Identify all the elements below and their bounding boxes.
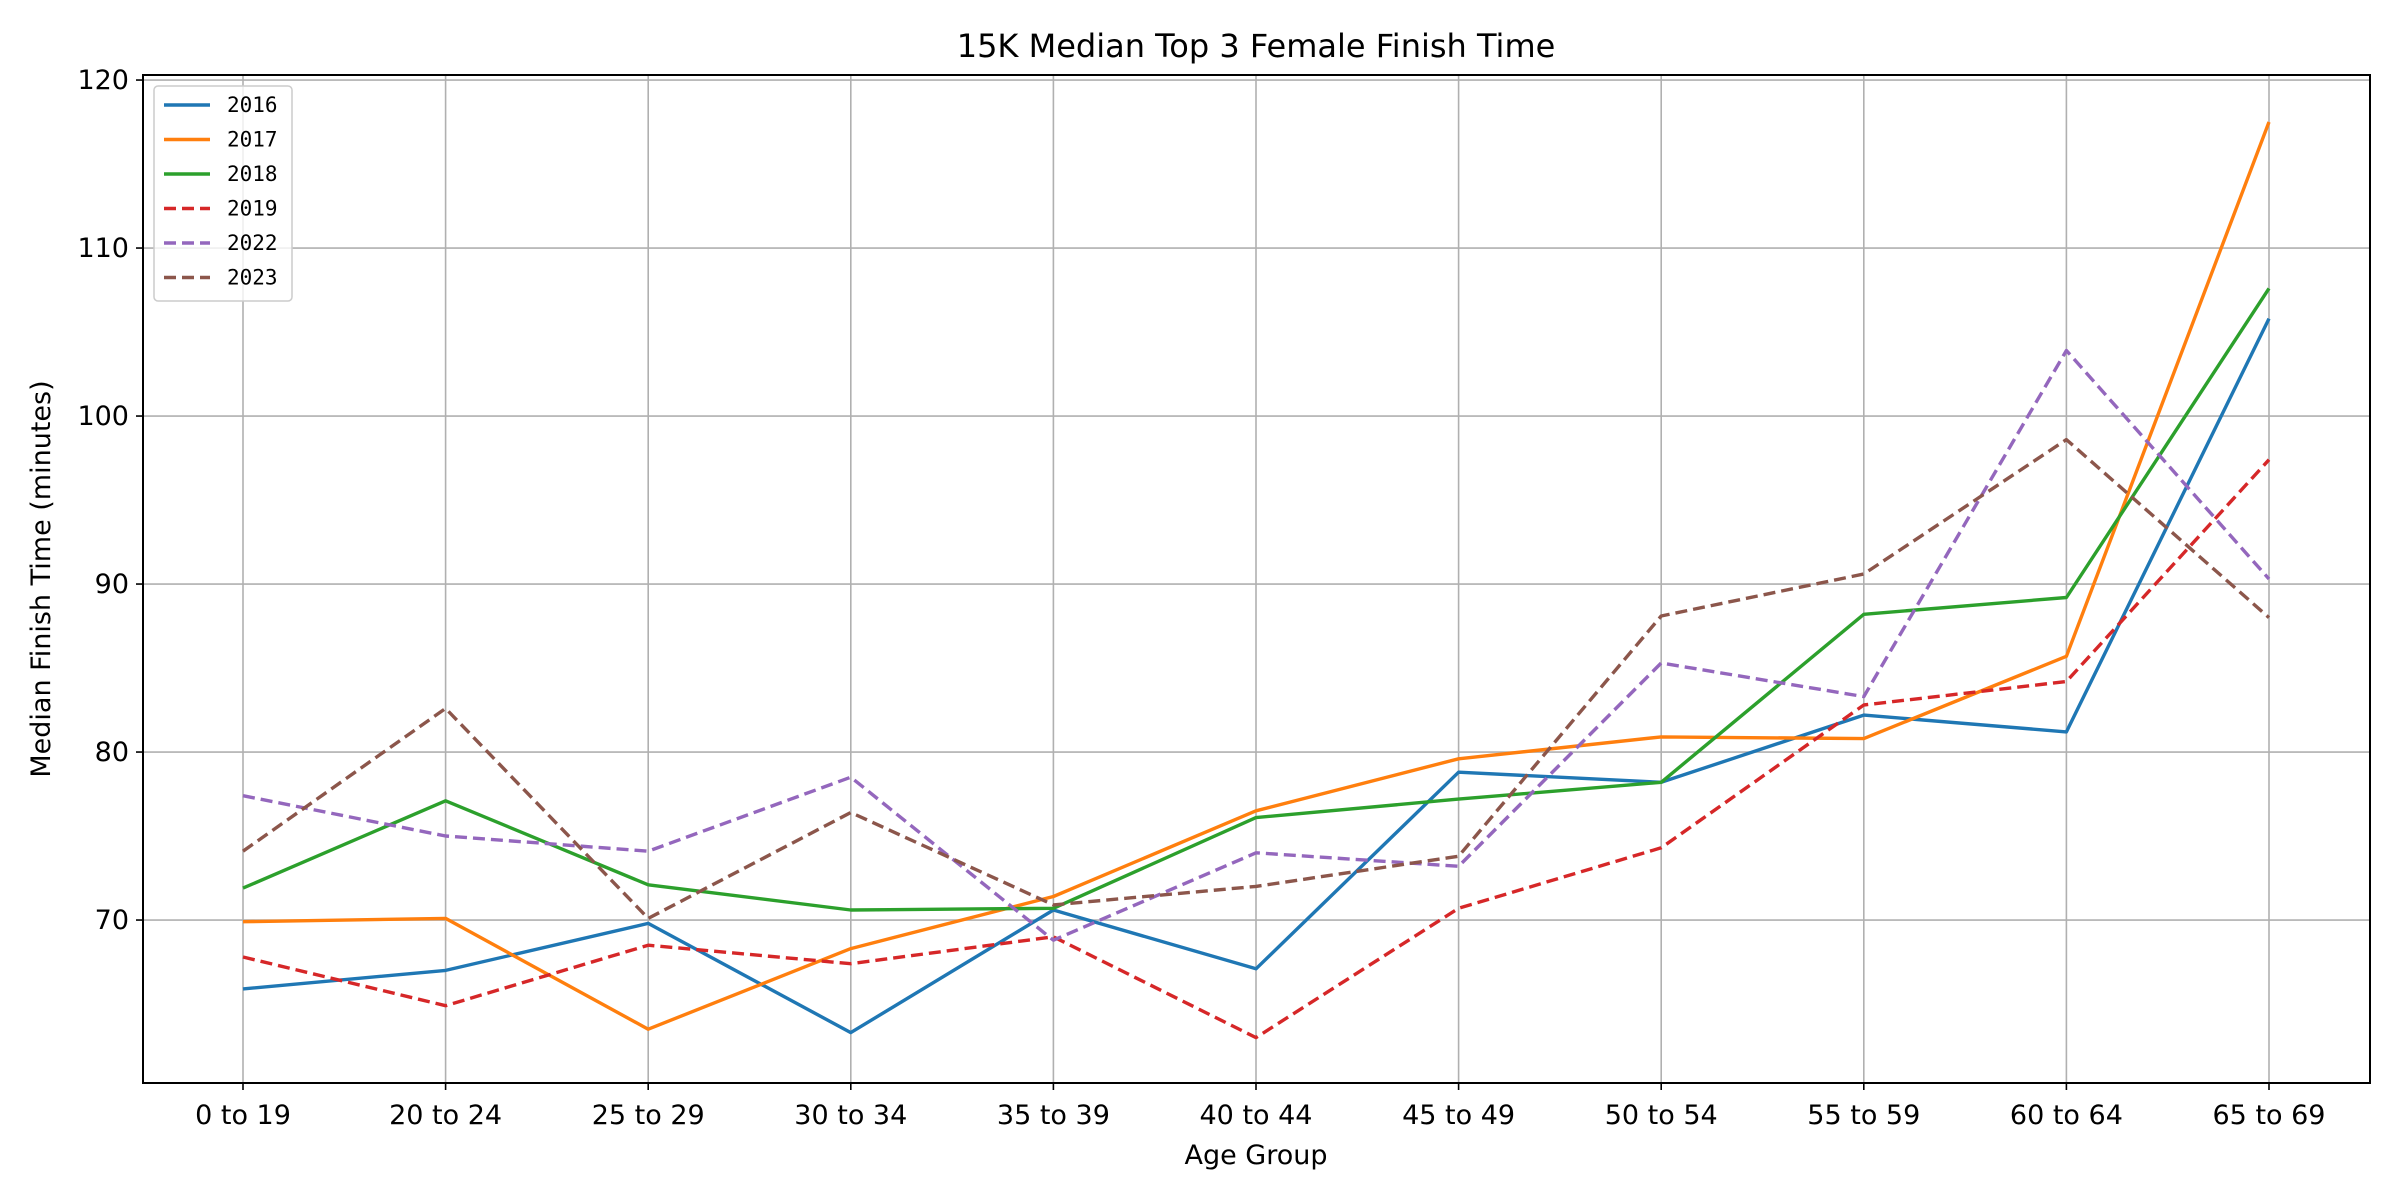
- x-axis-label: Age Group: [1184, 1140, 1327, 1171]
- legend-label-2018: 2018: [227, 162, 278, 186]
- y-axis-label: Median Finish Time (minutes): [26, 380, 57, 777]
- legend-label-2016: 2016: [227, 93, 278, 117]
- ticks: 0 to 19 20 to 24 25 to 29 30 to 34 35 to 39 4…: [77, 65, 2325, 1131]
- y-tick-label: 80: [95, 737, 129, 768]
- series-layer: [242, 121, 2271, 1040]
- legend-label-2019: 2019: [227, 197, 278, 221]
- legend-label-2023: 2023: [227, 266, 278, 290]
- legend-label-2022: 2022: [227, 231, 278, 255]
- x-tick-label: 65 to 69: [2213, 1100, 2326, 1131]
- y-tick-label: 120: [77, 65, 129, 96]
- y-tick-label: 100: [77, 401, 129, 432]
- x-tick-label: 40 to 44: [1200, 1100, 1313, 1131]
- x-tick-label: 50 to 54: [1605, 1100, 1718, 1131]
- x-tick-label: 0 to 19: [195, 1100, 291, 1131]
- y-tick-label: 90: [95, 569, 129, 600]
- y-tick-label: 70: [95, 905, 129, 936]
- series-line-2023: [242, 437, 2271, 921]
- series-line-2016: [242, 317, 2271, 1035]
- x-tick-label: 25 to 29: [592, 1100, 705, 1131]
- x-tick-label: 35 to 39: [997, 1100, 1110, 1131]
- x-tick-label: 60 to 64: [2010, 1100, 2123, 1131]
- y-tick-label: 110: [77, 233, 129, 264]
- x-tick-label: 30 to 34: [794, 1100, 907, 1131]
- legend: 2016 2017 2018 2019 2022 2023: [153, 85, 293, 302]
- grid: [143, 75, 2370, 1083]
- chart-title: 15K Median Top 3 Female Finish Time: [957, 27, 1556, 65]
- legend-label-2017: 2017: [227, 128, 278, 152]
- x-tick-label: 45 to 49: [1402, 1100, 1515, 1131]
- x-tick-label: 20 to 24: [389, 1100, 502, 1131]
- series-line-2019: [242, 458, 2271, 1040]
- x-tick-label: 55 to 59: [1807, 1100, 1920, 1131]
- series-line-2018: [242, 287, 2271, 912]
- series-line-2017: [242, 121, 2271, 1031]
